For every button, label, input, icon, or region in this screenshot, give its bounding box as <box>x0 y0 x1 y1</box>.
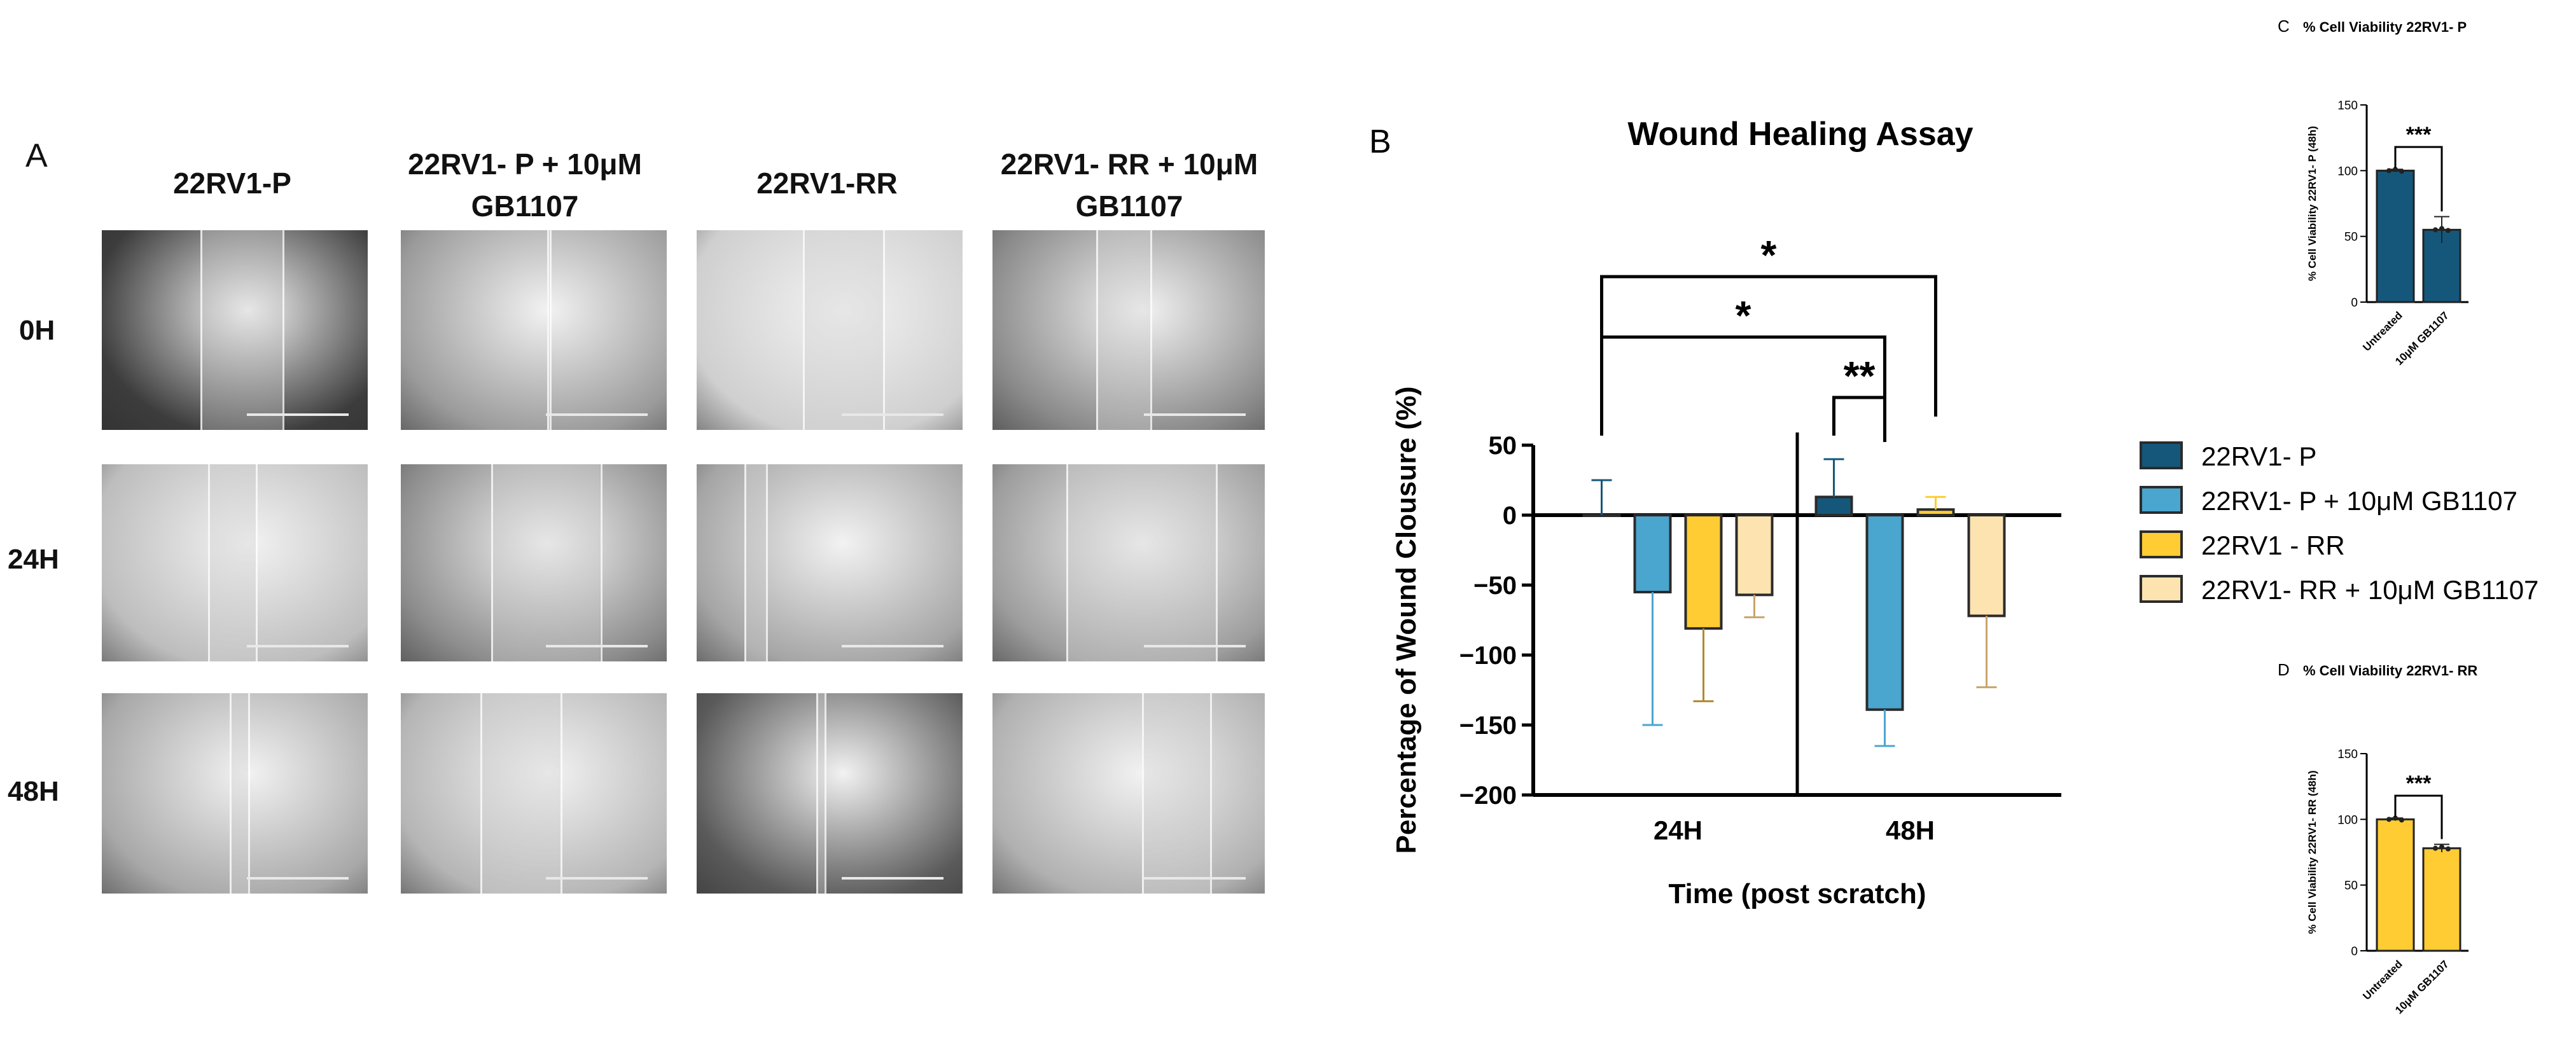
significance-bracket <box>1832 396 1886 442</box>
x-tick-label: 48H <box>1886 815 1935 845</box>
y-tick-label: 0 <box>2351 945 2358 958</box>
panel-a-row-header-24h: 24H <box>8 544 59 575</box>
data-point <box>2433 227 2438 233</box>
bar <box>1916 508 1955 517</box>
y-tick-label: 0 <box>2351 296 2358 310</box>
data-point <box>2399 817 2404 823</box>
x-tick-label: Untreated <box>2360 958 2405 1002</box>
chart-title: % Cell Viability 22RV1- P <box>2303 19 2467 35</box>
y-tick-label: −50 <box>1473 572 1517 600</box>
viability-chart-22rv1-p: C % Cell Viability 22RV1- P 150 100 50 0 % Cel… <box>2278 17 2468 368</box>
data-point <box>2393 167 2398 172</box>
y-tick-label: −150 <box>1459 712 1517 740</box>
legend-swatch <box>2140 575 2183 603</box>
data-point <box>2439 226 2444 231</box>
bar <box>1684 514 1723 630</box>
legend-label: 22RV1 - RR <box>2201 530 2345 560</box>
panel-a-column-header-2: 22RV1- P + 10μM GB1107 <box>408 148 642 223</box>
y-axis-label: % Cell Viability 22RV1- RR (48h) <box>2306 770 2318 934</box>
y-tick-label: 50 <box>2344 231 2358 244</box>
micrograph-tile <box>102 693 368 894</box>
panel-letter: D <box>2278 660 2290 679</box>
panel-a-row-header-0h: 0H <box>19 315 55 346</box>
y-tick-label: 50 <box>2344 880 2358 893</box>
panel-a-letter: A <box>25 137 48 174</box>
micrograph-tile <box>992 464 1265 661</box>
y-tick-label: 0 <box>1503 502 1517 530</box>
y-tick-label: −100 <box>1459 642 1517 670</box>
legend-swatch <box>2140 486 2183 514</box>
micrograph-tile <box>697 693 963 894</box>
legend-label: 22RV1- P + 10μM GB1107 <box>2201 486 2517 516</box>
panel-a-column-header-3: 22RV1-RR <box>756 167 898 200</box>
micrograph-tile <box>102 230 368 430</box>
panel-a-row-header-48h: 48H <box>8 776 59 807</box>
panel-b-letter: B <box>1369 123 1391 160</box>
y-tick-label: 100 <box>2337 813 2358 827</box>
legend-label: 22RV1- RR + 10μM GB1107 <box>2201 575 2538 605</box>
chart-title: % Cell Viability 22RV1- RR <box>2303 663 2477 679</box>
legend-label: 22RV1- P <box>2201 441 2316 471</box>
micrograph-tile <box>992 693 1265 894</box>
micrograph-tile <box>697 230 963 430</box>
bar <box>1633 514 1672 593</box>
micrograph-tile <box>102 464 368 661</box>
data-point <box>2446 228 2451 233</box>
bar <box>2422 847 2461 952</box>
y-axis-label: % Cell Viability 22RV1- P (48h) <box>2306 126 2318 281</box>
panel-a-column-header-4: 22RV1- RR + 10μM GB1107 <box>1000 148 1258 223</box>
x-axis-label: Time (post scratch) <box>1668 878 1926 909</box>
micrograph-tile <box>401 693 667 894</box>
bar <box>2376 169 2415 303</box>
y-tick-label: 150 <box>2337 99 2358 113</box>
y-tick-label: −200 <box>1459 782 1517 810</box>
data-point <box>2386 817 2392 822</box>
data-point <box>2393 815 2398 821</box>
x-tick-label: Untreated <box>2360 309 2405 354</box>
panel-a-column-header-1: 22RV1-P <box>173 167 291 200</box>
legend-swatch <box>2140 530 2183 558</box>
significance-label: *** <box>2406 771 2432 796</box>
bar <box>1814 495 1853 517</box>
chart-title: Wound Healing Assay <box>1627 116 1973 153</box>
micrograph-tile <box>697 464 963 661</box>
bar <box>1865 514 1904 711</box>
significance-bracket <box>1600 335 1886 436</box>
bar <box>1967 514 2006 618</box>
data-point <box>2399 169 2404 174</box>
bar <box>1582 514 1621 517</box>
y-tick-label: 150 <box>2337 748 2358 761</box>
legend-swatch <box>2140 441 2183 469</box>
y-tick-label: 50 <box>1489 432 1517 460</box>
data-point <box>2433 845 2438 851</box>
data-point <box>2386 168 2392 174</box>
panel-letter: C <box>2278 17 2290 36</box>
micrograph-tile <box>401 230 667 430</box>
bar <box>1735 514 1774 597</box>
y-tick-label: 100 <box>2337 165 2358 178</box>
data-point <box>2446 846 2451 852</box>
significance-bracket <box>2394 146 2443 212</box>
micrograph-tile <box>992 230 1265 430</box>
bar <box>2376 818 2415 952</box>
data-point <box>2439 844 2444 850</box>
significance-bracket <box>2394 794 2443 839</box>
significance-label: * <box>1736 293 1751 338</box>
micrograph-tile <box>401 464 667 661</box>
viability-chart-22rv1-rr: D % Cell Viability 22RV1- RR 150 100 50 0 % Ce… <box>2278 660 2477 1016</box>
y-axis-label: Percentage of Wound Clousure (%) <box>1391 386 1422 853</box>
significance-label: * <box>1761 232 1777 278</box>
significance-label: *** <box>2406 123 2432 147</box>
wound-healing-chart: B Wound Healing Assay 50 0 −50 −100 −150 −200 Pe… <box>1369 116 2538 909</box>
x-tick-label: 24H <box>1654 815 1702 845</box>
significance-label: ** <box>1844 353 1876 399</box>
